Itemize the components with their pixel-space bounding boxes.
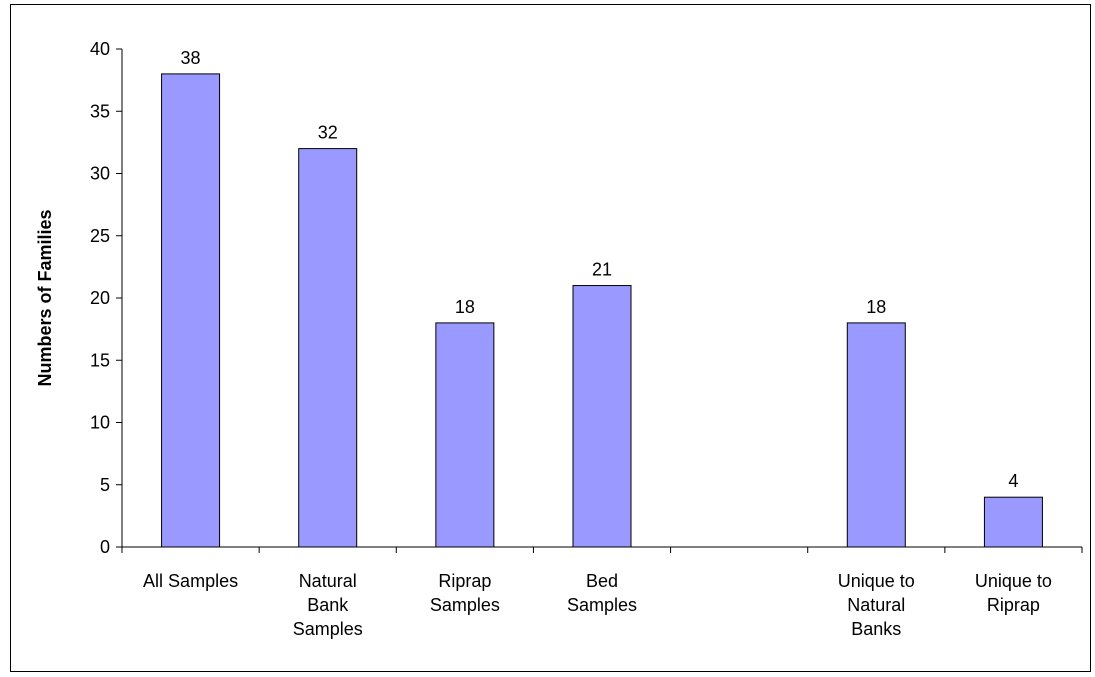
- x-tick-label: Natural: [299, 571, 357, 591]
- y-tick-label: 40: [90, 39, 110, 59]
- data-label: 21: [592, 260, 612, 280]
- y-tick-label: 30: [90, 164, 110, 184]
- x-tick-label: Natural: [847, 595, 905, 615]
- y-tick-label: 35: [90, 101, 110, 121]
- x-tick-label: Bed: [586, 571, 618, 591]
- x-tick-label: Riprap: [987, 595, 1040, 615]
- x-tick-label: Samples: [430, 595, 500, 615]
- x-tick-label: Samples: [293, 619, 363, 639]
- bar: [983, 496, 1043, 548]
- data-label: 18: [455, 297, 475, 317]
- bars: [161, 73, 1043, 548]
- x-axis: [121, 546, 1083, 553]
- bar: [572, 285, 632, 548]
- x-tick-label: All Samples: [143, 571, 238, 591]
- bar: [161, 73, 221, 548]
- y-tick-label: 15: [90, 350, 110, 370]
- data-labels: 38 32 18 21 18 4: [181, 48, 1019, 491]
- bar: [298, 148, 358, 548]
- x-tick-label: Bank: [307, 595, 349, 615]
- data-label: 18: [866, 297, 886, 317]
- y-axis: 0 5 10 15 20 25 30 35 40: [90, 39, 123, 557]
- data-label: 32: [318, 123, 338, 143]
- data-label: 38: [181, 48, 201, 68]
- x-tick-label: Riprap: [438, 571, 491, 591]
- data-label: 4: [1008, 471, 1018, 491]
- category-labels: All Samples Natural Bank Samples Riprap Sampl…: [143, 571, 1052, 639]
- chart-frame: Numbers of Families 0 5 10 15 20 25 30 35 40 38 3…: [10, 4, 1091, 672]
- y-tick-label: 10: [90, 413, 110, 433]
- y-axis-label: Numbers of Families: [35, 209, 55, 386]
- bar: [435, 322, 495, 548]
- y-tick-label: 0: [100, 537, 110, 557]
- y-tick-label: 20: [90, 288, 110, 308]
- bar: [846, 322, 906, 548]
- x-tick-label: Unique to: [975, 571, 1052, 591]
- y-tick-label: 5: [100, 475, 110, 495]
- x-tick-label: Samples: [567, 595, 637, 615]
- x-tick-label: Banks: [851, 619, 901, 639]
- y-tick-label: 25: [90, 226, 110, 246]
- x-tick-label: Unique to: [838, 571, 915, 591]
